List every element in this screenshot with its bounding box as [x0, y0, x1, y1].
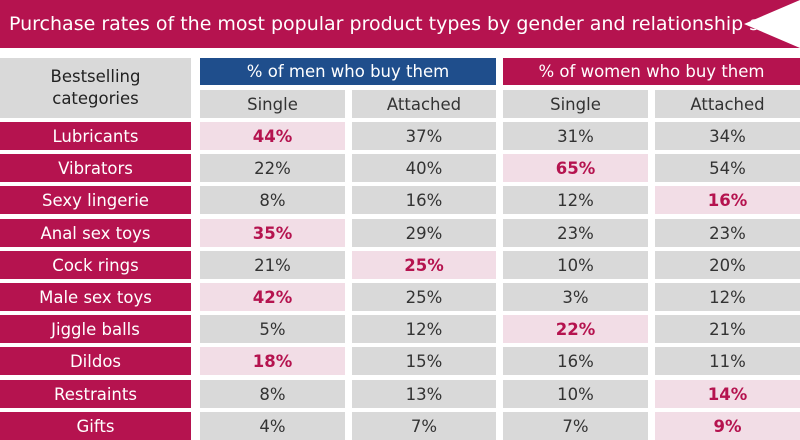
value-cell: 10% [503, 380, 648, 408]
value-cell: 22% [503, 315, 648, 343]
value-cell: 35% [200, 219, 345, 247]
value-cell: 42% [200, 283, 345, 311]
row-label: Lubricants [0, 122, 191, 150]
value-cell: 8% [200, 380, 345, 408]
value-cell: 22% [200, 154, 345, 182]
row-label: Dildos [0, 347, 191, 375]
value-cell: 3% [503, 283, 648, 311]
value-cell: 9% [655, 412, 800, 440]
subcolumn-header-2: Single [503, 90, 648, 118]
value-cell: 12% [655, 283, 800, 311]
row-label: Cock rings [0, 251, 191, 279]
value-cell: 31% [503, 122, 648, 150]
value-cell: 16% [503, 347, 648, 375]
categories-header: Bestselling categories [0, 58, 191, 118]
value-cell: 40% [352, 154, 496, 182]
subcolumn-header-1: Attached [352, 90, 496, 118]
categories-header-line2: categories [52, 89, 139, 108]
value-cell: 7% [503, 412, 648, 440]
row-label: Gifts [0, 412, 191, 440]
value-cell: 23% [503, 219, 648, 247]
value-cell: 8% [200, 186, 345, 214]
row-label: Vibrators [0, 154, 191, 182]
value-cell: 44% [200, 122, 345, 150]
value-cell: 65% [503, 154, 648, 182]
row-label: Anal sex toys [0, 219, 191, 247]
value-cell: 11% [655, 347, 800, 375]
categories-header-line1: Bestselling [50, 66, 141, 86]
row-label: Male sex toys [0, 283, 191, 311]
value-cell: 23% [655, 219, 800, 247]
value-cell: 34% [655, 122, 800, 150]
value-cell: 12% [352, 315, 496, 343]
value-cell: 16% [655, 186, 800, 214]
value-cell: 15% [352, 347, 496, 375]
men-group-header: % of men who buy them [200, 58, 496, 85]
value-cell: 20% [655, 251, 800, 279]
value-cell: 21% [200, 251, 345, 279]
title-banner: Purchase rates of the most popular produ… [0, 0, 800, 48]
row-label: Restraints [0, 380, 191, 408]
subcolumn-header-0: Single [200, 90, 345, 118]
value-cell: 25% [352, 251, 496, 279]
row-label: Sexy lingerie [0, 186, 191, 214]
value-cell: 21% [655, 315, 800, 343]
value-cell: 7% [352, 412, 496, 440]
value-cell: 18% [200, 347, 345, 375]
row-label: Jiggle balls [0, 315, 191, 343]
value-cell: 54% [655, 154, 800, 182]
value-cell: 29% [352, 219, 496, 247]
women-group-header: % of women who buy them [503, 58, 800, 85]
value-cell: 25% [352, 283, 496, 311]
value-cell: 5% [200, 315, 345, 343]
value-cell: 14% [655, 380, 800, 408]
value-cell: 13% [352, 380, 496, 408]
value-cell: 12% [503, 186, 648, 214]
value-cell: 4% [200, 412, 345, 440]
value-cell: 37% [352, 122, 496, 150]
chart-title: Purchase rates of the most popular produ… [9, 13, 800, 35]
value-cell: 16% [352, 186, 496, 214]
subcolumn-header-3: Attached [655, 90, 800, 118]
value-cell: 10% [503, 251, 648, 279]
